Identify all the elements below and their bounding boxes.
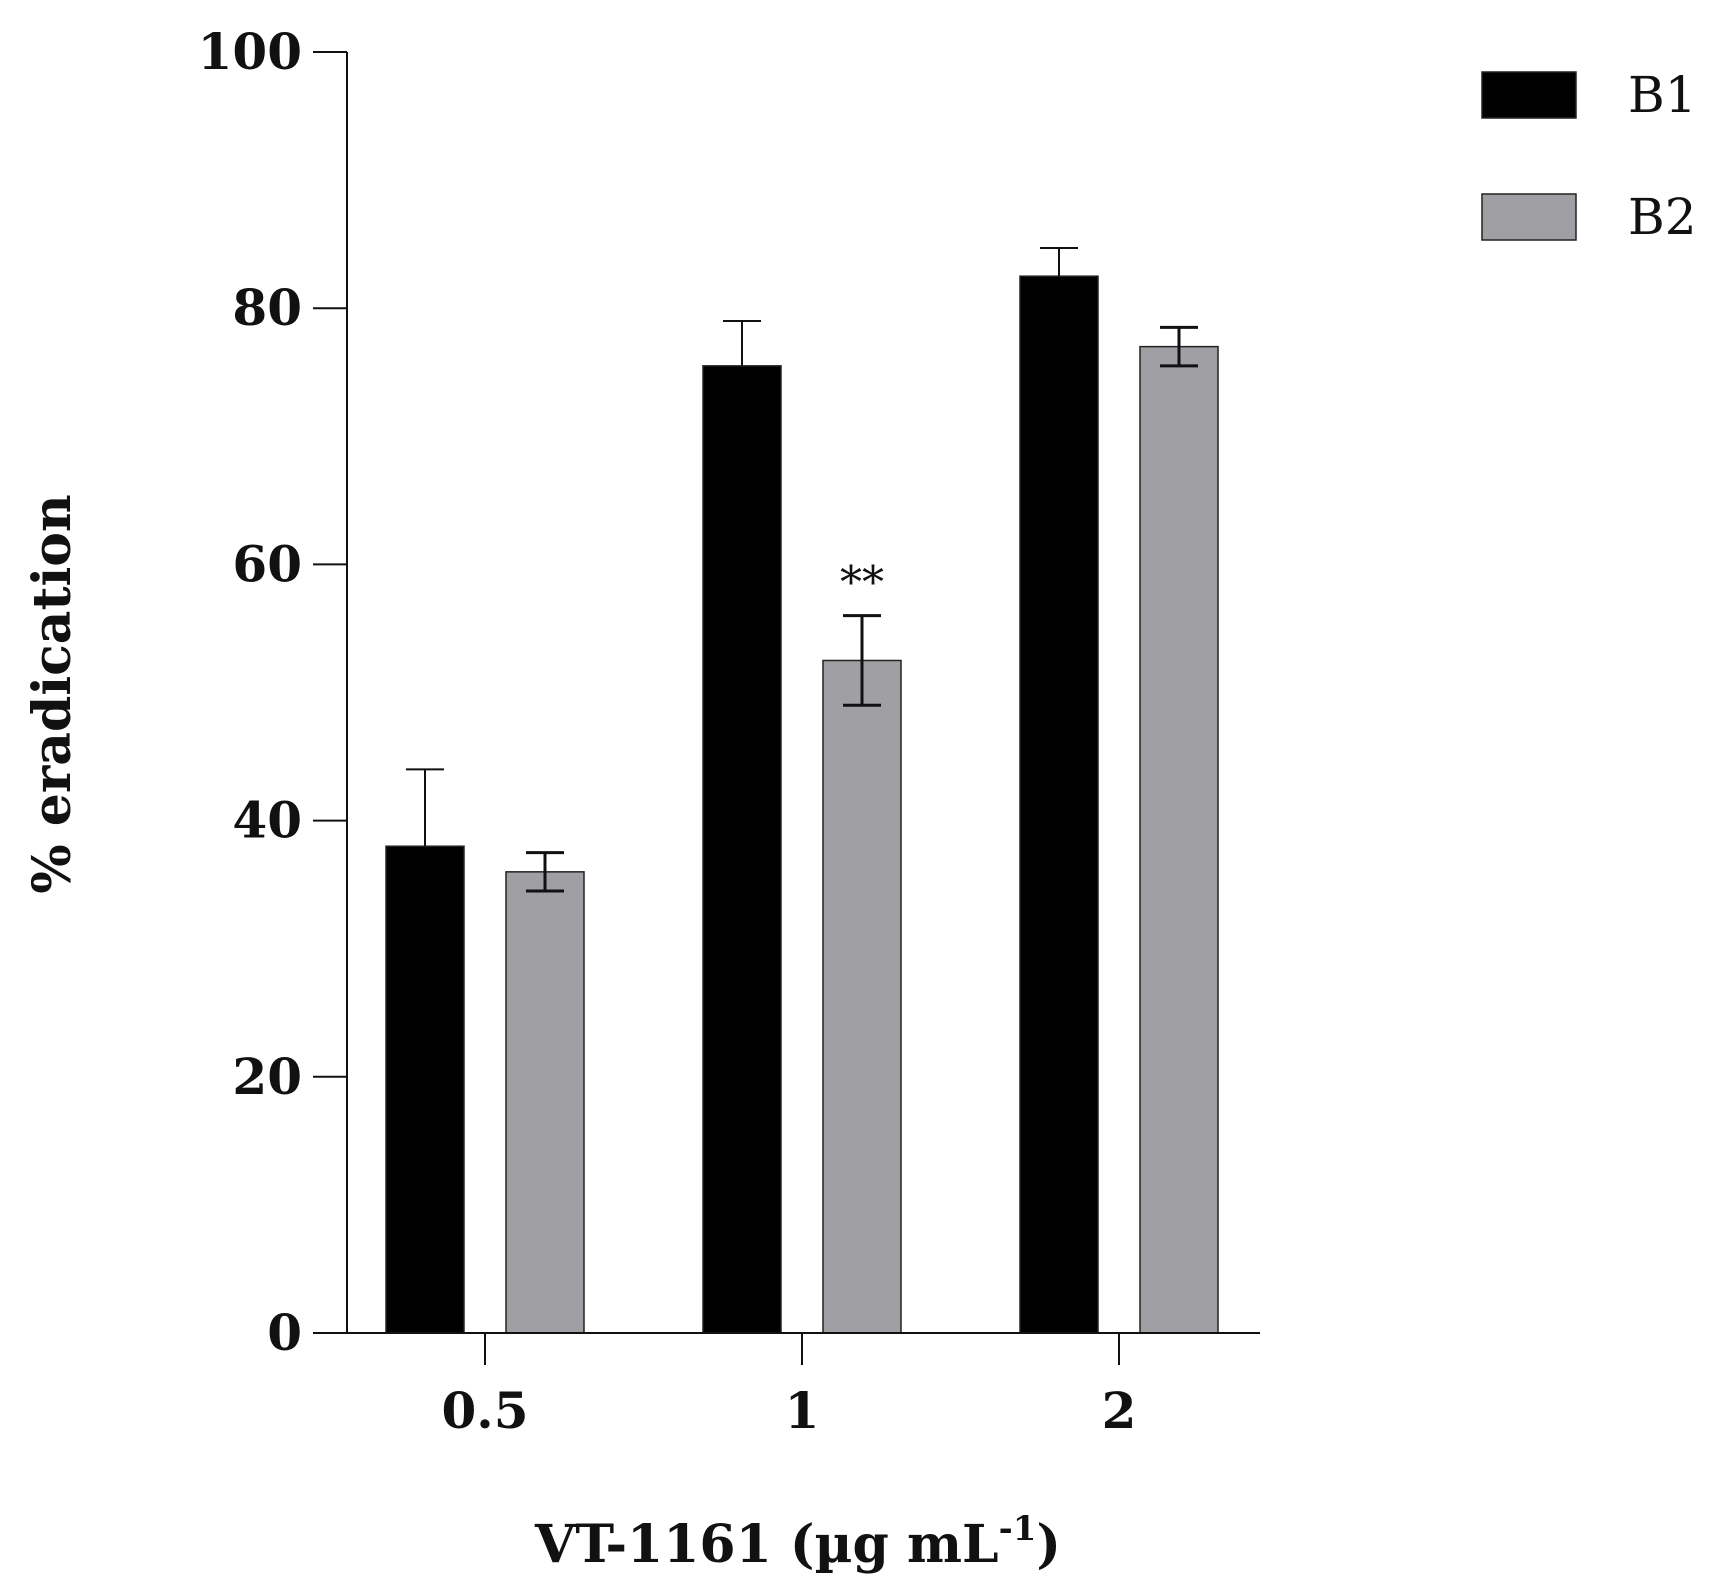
x-axis-title: VT-1161 (µg mL-1)	[534, 1509, 1061, 1575]
bar-b1-1	[702, 365, 782, 1334]
x-ticks: 0.5 1 2	[442, 1333, 1137, 1440]
x-axis-title-main: VT-1161 (µg mL	[534, 1514, 999, 1575]
legend-swatch-b2	[1481, 193, 1577, 241]
bar-b1-2	[1019, 275, 1099, 1334]
legend-label-b2: B2	[1628, 188, 1697, 246]
bar-b2-1	[822, 659, 902, 1334]
legend: B1 B2	[1481, 66, 1697, 246]
legend-label-b1: B1	[1628, 66, 1697, 124]
y-tick-label: 0	[267, 1303, 302, 1362]
significance-annotation: **	[840, 558, 884, 609]
y-tick-label: 100	[198, 22, 302, 81]
bar-b1-0.5	[385, 845, 465, 1334]
y-axis-title: % eradication	[22, 494, 83, 893]
x-tick-label: 2	[1102, 1381, 1137, 1440]
y-ticks: 0 20 40 60 80 100	[198, 22, 347, 1362]
legend-swatch-b1	[1481, 71, 1577, 119]
y-tick-label: 80	[232, 278, 302, 337]
y-tick-label: 60	[232, 534, 302, 593]
x-axis-title-superscript: -1	[999, 1509, 1037, 1549]
x-axis-title-close: )	[1036, 1514, 1061, 1575]
y-tick-label: 20	[232, 1047, 302, 1106]
bar-b2-2	[1139, 345, 1219, 1334]
plot-area: **	[385, 246, 1219, 1334]
axes	[313, 52, 1260, 1334]
bar-b2-0.5	[505, 871, 585, 1334]
x-tick-label: 0.5	[442, 1381, 529, 1440]
x-tick-label: 1	[785, 1381, 820, 1440]
y-tick-label: 40	[232, 791, 302, 850]
